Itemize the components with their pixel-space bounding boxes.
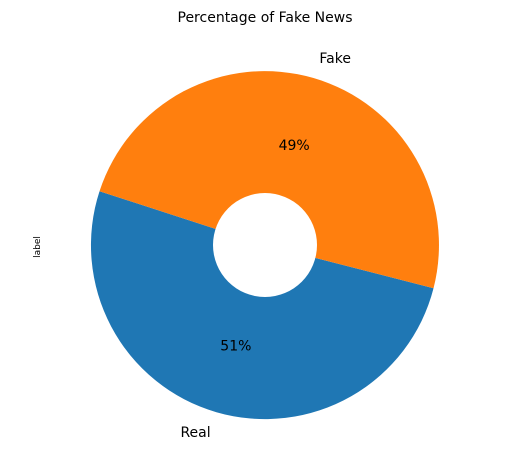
pie-labels: Real 51% Fake 49% [180, 51, 351, 441]
slice-label-fake: Fake [319, 51, 351, 67]
pie-slices [90, 71, 439, 420]
pct-label-fake: 49% [279, 138, 310, 154]
chart-title: Percentage of Fake News [178, 10, 353, 26]
pie-slice-fake [99, 71, 439, 289]
pie-slice-real [90, 191, 434, 420]
slice-label-real: Real [180, 425, 210, 441]
pct-label-real: 51% [220, 338, 251, 354]
y-axis-label: label [33, 236, 43, 258]
donut-hole [213, 193, 317, 297]
